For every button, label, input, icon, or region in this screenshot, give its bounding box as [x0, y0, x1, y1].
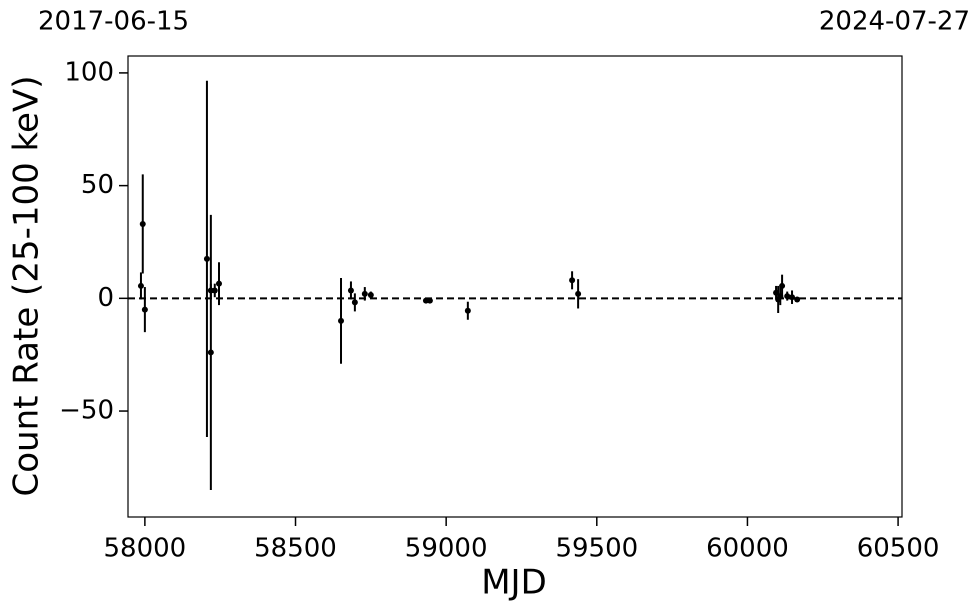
y-axis-label: Count Rate (25-100 keV) — [7, 76, 47, 497]
x-tick-label: 59500 — [555, 534, 638, 564]
x-tick-label: 58500 — [254, 534, 337, 564]
x-tick-label: 60500 — [857, 534, 940, 564]
corner-label: 2024-07-27 — [819, 7, 970, 37]
data-point — [347, 287, 354, 294]
data-point — [215, 280, 222, 287]
data-point — [575, 290, 582, 297]
data-point — [137, 282, 144, 289]
data-point — [141, 306, 148, 313]
data-point — [207, 349, 214, 356]
plot-frame — [127, 55, 903, 518]
data-point — [211, 287, 218, 294]
data-point — [779, 282, 786, 289]
data-point — [784, 293, 791, 300]
x-tick-label: 58000 — [104, 534, 187, 564]
data-point — [361, 290, 368, 297]
data-point — [794, 296, 801, 303]
data-point — [203, 255, 210, 262]
corner-label: 2017-06-15 — [38, 7, 189, 37]
data-point — [367, 291, 374, 298]
data-point — [426, 297, 433, 304]
data-point — [351, 299, 358, 306]
x-axis-label: MJD — [481, 563, 547, 603]
x-tick-label: 60000 — [706, 534, 789, 564]
data-point — [338, 317, 345, 324]
y-tick-label: 50 — [81, 170, 114, 200]
y-tick-label: −50 — [59, 396, 114, 426]
y-tick-label: 0 — [97, 283, 114, 313]
y-tick-label: 100 — [64, 57, 114, 87]
data-point — [464, 307, 471, 314]
data-point — [789, 294, 796, 301]
data-point — [139, 220, 146, 227]
data-point — [569, 277, 576, 284]
x-tick-label: 59000 — [405, 534, 488, 564]
